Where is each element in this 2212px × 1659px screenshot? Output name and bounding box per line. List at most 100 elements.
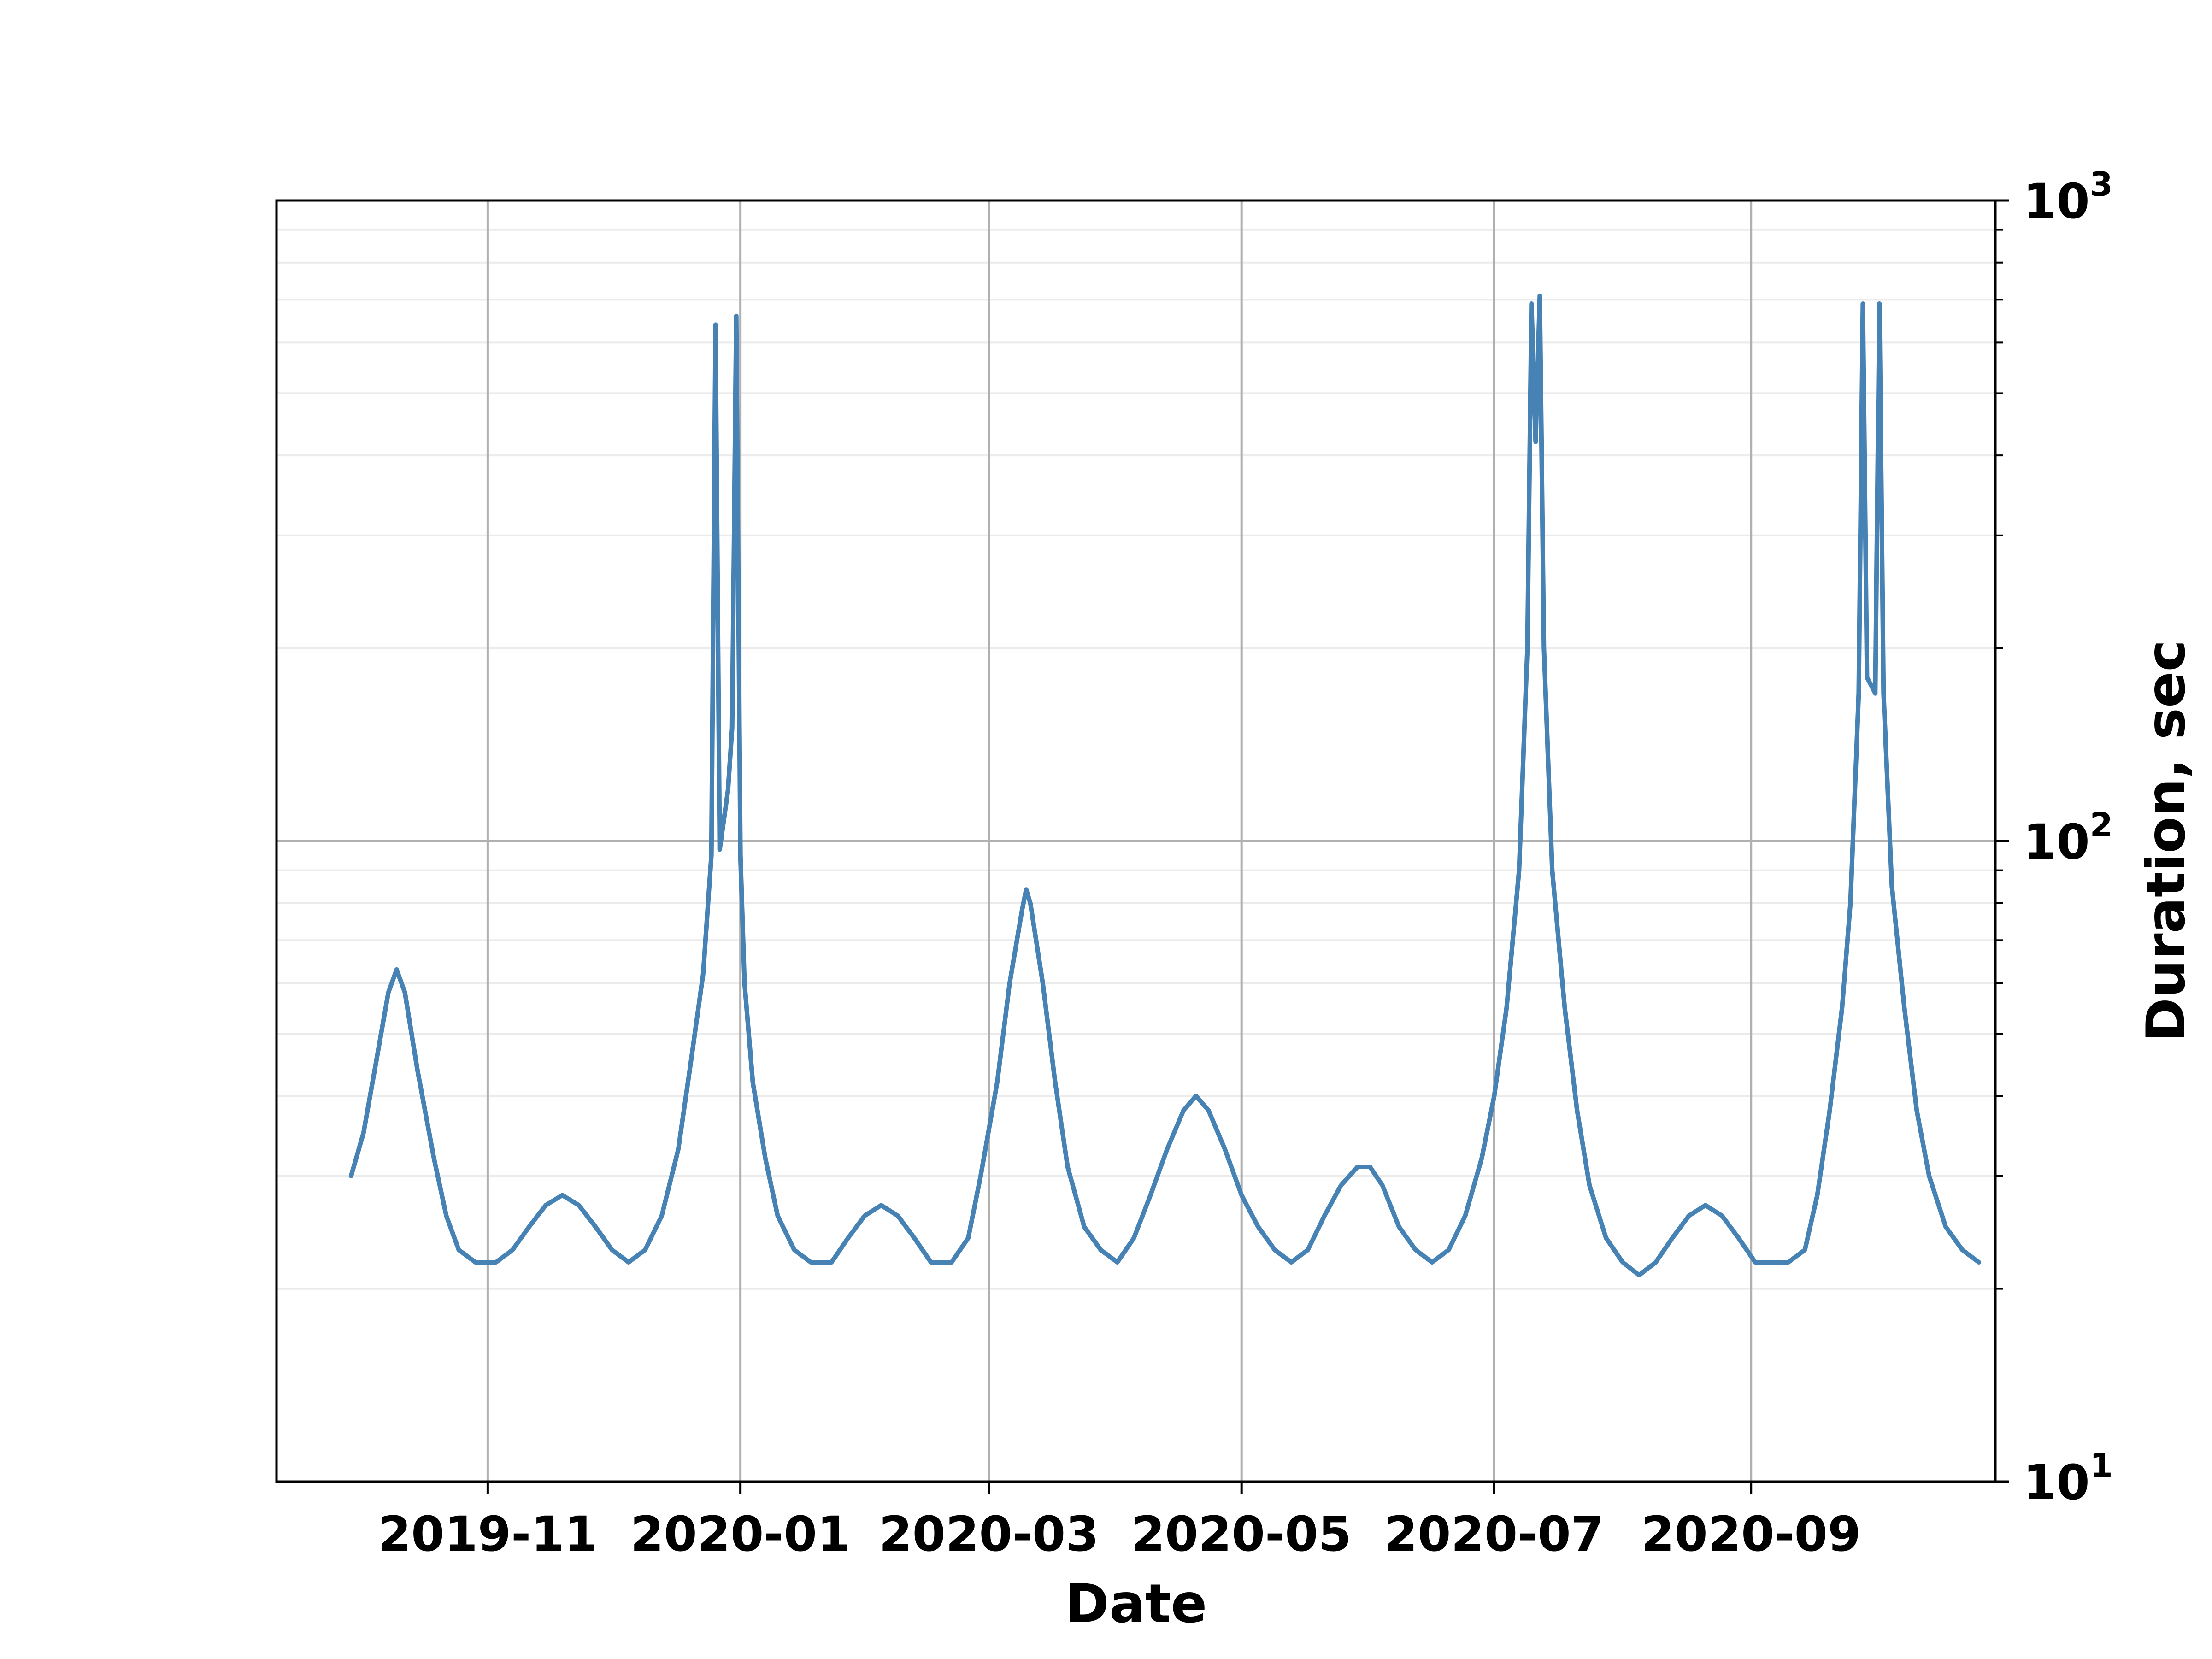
- data-point: [527, 1224, 531, 1229]
- data-point: [1563, 1005, 1567, 1009]
- data-point: [1588, 1183, 1592, 1188]
- data-point: [896, 1214, 900, 1218]
- data-point: [688, 1061, 693, 1065]
- data-point: [676, 1147, 680, 1152]
- data-point: [1869, 683, 1873, 688]
- data-point: [1082, 1224, 1086, 1229]
- y-tick-label: 102: [2023, 806, 2113, 870]
- data-point: [1273, 1248, 1277, 1252]
- data-point: [1182, 1108, 1186, 1112]
- data-point: [809, 1260, 813, 1264]
- data-point: [1380, 1183, 1384, 1188]
- data-point: [1323, 1214, 1326, 1218]
- data-point: [995, 1080, 999, 1084]
- x-axis-label: Date: [1065, 1573, 1207, 1635]
- x-tick-label: 2020-05: [1132, 1506, 1352, 1562]
- data-point: [830, 1260, 834, 1264]
- x-tick-label: 2020-07: [1384, 1506, 1604, 1562]
- data-point: [1538, 294, 1542, 298]
- data-point: [1099, 1248, 1103, 1252]
- data-point: [1517, 868, 1521, 872]
- data-point: [1621, 1260, 1625, 1264]
- data-point: [1256, 1224, 1260, 1229]
- data-point: [713, 323, 718, 327]
- data-point: [1703, 1203, 1707, 1207]
- data-point: [929, 1260, 933, 1264]
- data-point: [1355, 1165, 1359, 1169]
- data-point: [1915, 1108, 1919, 1112]
- data-point: [1840, 1005, 1844, 1009]
- data-point: [776, 1214, 780, 1218]
- data-point: [1530, 302, 1534, 306]
- data-point: [738, 853, 742, 857]
- data-point: [979, 1174, 982, 1178]
- data-point: [1339, 1183, 1343, 1188]
- data-point: [577, 1203, 581, 1207]
- data-point: [1368, 1165, 1372, 1169]
- data-point: [1165, 1147, 1169, 1152]
- data-point: [473, 1260, 477, 1264]
- data-point: [374, 1061, 378, 1065]
- data-point: [1882, 691, 1886, 695]
- data-point: [701, 972, 705, 976]
- data-point: [1654, 1260, 1658, 1264]
- data-point: [1803, 1248, 1807, 1252]
- data-point: [403, 990, 407, 994]
- data-point: [1828, 1108, 1832, 1112]
- data-point: [544, 1203, 548, 1207]
- data-point: [1223, 1147, 1227, 1152]
- y-axis-ticks: 101 102 103: [1995, 165, 2113, 1511]
- data-point: [792, 1248, 796, 1252]
- data-point: [1240, 1193, 1244, 1197]
- data-point: [1944, 1224, 1948, 1229]
- data-point: [394, 967, 399, 971]
- y-tick-label: 103: [2023, 165, 2113, 229]
- data-point: [494, 1260, 498, 1264]
- data-point: [1753, 1260, 1757, 1264]
- data-point: [1132, 1236, 1136, 1240]
- data-point: [1960, 1248, 1965, 1252]
- data-point: [1525, 646, 1530, 650]
- data-point: [726, 788, 730, 792]
- data-point: [1020, 908, 1024, 912]
- data-point: [1397, 1224, 1401, 1229]
- data-point: [610, 1248, 614, 1252]
- x-tick-label: 2020-03: [879, 1506, 1099, 1562]
- data-point: [1604, 1236, 1608, 1240]
- data-point: [1977, 1260, 1981, 1264]
- data-point: [1861, 302, 1865, 306]
- data-point: [1550, 868, 1554, 872]
- data-point: [659, 1214, 664, 1218]
- data-point: [1865, 676, 1869, 680]
- data-point: [1148, 1193, 1153, 1197]
- data-point: [1206, 1108, 1211, 1112]
- data-point: [1413, 1248, 1418, 1252]
- minor-gridlines: [276, 229, 1995, 1290]
- data-point: [1786, 1260, 1790, 1264]
- data-point: [1024, 888, 1028, 892]
- data-point: [1041, 981, 1045, 985]
- data-point: [457, 1248, 461, 1252]
- data-point: [1194, 1094, 1198, 1098]
- data-point: [1463, 1214, 1467, 1218]
- data-point: [1873, 691, 1877, 695]
- data-point: [1575, 1108, 1579, 1112]
- data-point: [560, 1193, 565, 1197]
- data-point: [734, 314, 738, 318]
- series-layer: [348, 293, 1981, 1278]
- data-point: [1542, 646, 1546, 650]
- data-point: [709, 853, 713, 857]
- x-axis-ticks: 2019-11 2020-01 2020-03 2020-05 2020-07 2020-…: [378, 1482, 1861, 1562]
- data-point: [1492, 1094, 1496, 1098]
- data-point: [1637, 1273, 1641, 1277]
- x-tick-label: 2020-09: [1641, 1506, 1861, 1562]
- data-point: [594, 1224, 598, 1229]
- data-point: [1848, 901, 1853, 905]
- data-point: [742, 981, 747, 985]
- data-point: [966, 1236, 970, 1240]
- data-point: [1736, 1236, 1741, 1240]
- data-point: [1430, 1260, 1434, 1264]
- data-point: [415, 1067, 419, 1071]
